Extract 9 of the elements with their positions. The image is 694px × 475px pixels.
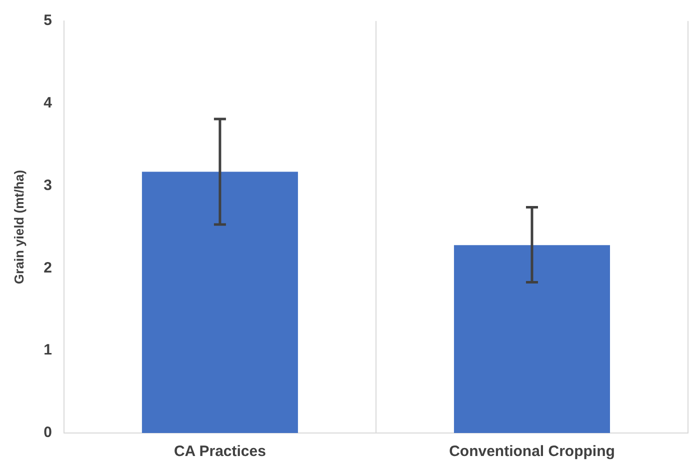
y-tick-label: 1 (44, 342, 52, 359)
x-tick-label: Conventional Cropping (449, 443, 615, 460)
y-tick-label: 0 (44, 424, 52, 442)
y-tick-label: 5 (44, 12, 52, 30)
y-tick-label: 4 (44, 94, 53, 112)
x-tick-label: CA Practices (174, 443, 266, 460)
y-tick-label: 2 (44, 259, 52, 276)
y-axis-title: Grain yield (mt/ha) (11, 170, 26, 284)
y-tick-label: 3 (44, 176, 52, 194)
